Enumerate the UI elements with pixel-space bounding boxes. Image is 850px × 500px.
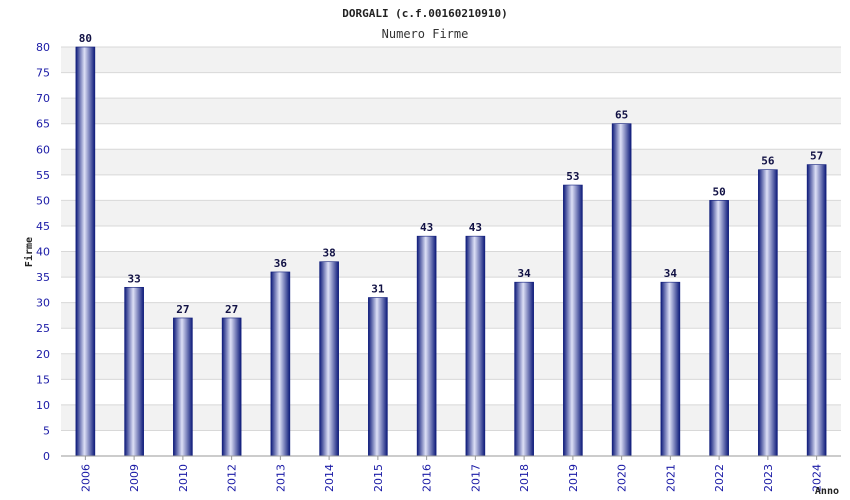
grid-band [61, 98, 841, 124]
x-tick-label-2023: 2023 [762, 464, 775, 492]
bar-2024 [806, 164, 827, 457]
bars [75, 46, 827, 457]
x-tick-label-2019: 2019 [567, 464, 580, 492]
chart-title: DORGALI (c.f.00160210910) [342, 7, 508, 20]
x-tick-label-2024: 2024 [811, 464, 824, 492]
value-label-2022: 50 [713, 185, 726, 198]
bar-2006 [75, 46, 96, 457]
value-label-2009: 33 [128, 272, 141, 285]
x-tick-label-2010: 2010 [177, 464, 190, 492]
y-tick-label: 25 [36, 322, 50, 335]
bar-2019 [563, 184, 583, 457]
y-tick-label: 80 [36, 41, 50, 54]
y-tick-label: 70 [36, 92, 50, 105]
value-label-2023: 56 [761, 155, 775, 168]
y-axis-ticks: 0 5 10 15 20 25 30 35 40 45 50 55 60 65 70 75 80 [36, 41, 50, 463]
y-axis-label: Firme [23, 237, 35, 267]
bar-2023 [758, 169, 778, 457]
x-tick-label-2013: 2013 [274, 464, 287, 492]
bar-2018 [514, 281, 534, 457]
bar-2017 [465, 235, 486, 457]
value-label-2019: 53 [566, 170, 579, 183]
value-label-2015: 31 [371, 283, 385, 296]
bar-2013 [270, 271, 291, 457]
y-tick-label: 75 [36, 67, 50, 80]
bar-2010 [173, 317, 193, 457]
x-tick-label-2015: 2015 [372, 464, 385, 492]
x-tick-label-2006: 2006 [79, 464, 92, 492]
y-tick-label: 65 [36, 118, 50, 131]
y-tick-label: 45 [36, 220, 50, 233]
x-tick-label-2020: 2020 [616, 464, 629, 492]
y-tick-label: 0 [43, 450, 50, 463]
value-label-2020: 65 [615, 109, 628, 122]
value-labels: 80 33 27 27 36 38 31 43 43 34 53 65 34 50 56 57 [79, 32, 824, 316]
bar-2009 [124, 286, 144, 457]
y-tick-label: 35 [36, 271, 50, 284]
value-label-2018: 34 [518, 267, 532, 280]
x-tick-label-2012: 2012 [226, 464, 239, 492]
y-tick-label: 60 [36, 143, 50, 156]
bar-2016 [416, 235, 437, 457]
value-label-2006: 80 [79, 32, 92, 45]
y-tick-label: 30 [36, 297, 50, 310]
value-label-2021: 34 [664, 267, 678, 280]
x-axis-ticks: 2006 2009 2010 2012 2013 2014 2015 2016 2017 2018… [79, 456, 824, 492]
y-tick-label: 55 [36, 169, 50, 182]
value-label-2016: 43 [420, 221, 433, 234]
value-label-2017: 43 [469, 221, 482, 234]
x-tick-label-2022: 2022 [713, 464, 726, 492]
x-tick-label-2021: 2021 [664, 464, 677, 492]
value-label-2013: 36 [274, 257, 288, 270]
bar-2022 [709, 200, 729, 457]
y-tick-label: 15 [36, 373, 50, 386]
y-tick-label: 40 [36, 246, 50, 259]
x-tick-label-2018: 2018 [518, 464, 531, 492]
value-label-2024: 57 [810, 150, 823, 163]
bar-2020 [611, 123, 632, 457]
y-tick-label: 5 [43, 424, 50, 437]
y-tick-label: 20 [36, 348, 50, 361]
y-tick-label: 50 [36, 194, 50, 207]
chart-subtitle: Numero Firme [382, 27, 469, 41]
y-tick-label: 10 [36, 399, 50, 412]
x-tick-label-2016: 2016 [421, 464, 434, 492]
bar-2014 [319, 261, 339, 457]
bar-2015 [368, 297, 388, 457]
value-label-2014: 38 [323, 247, 336, 260]
bar-2012 [221, 317, 242, 457]
x-tick-label-2009: 2009 [128, 464, 141, 492]
bar-2021 [660, 281, 681, 457]
value-label-2012: 27 [225, 303, 238, 316]
grid-band [61, 47, 841, 73]
x-tick-label-2014: 2014 [323, 464, 336, 492]
value-label-2010: 27 [176, 303, 189, 316]
x-tick-label-2017: 2017 [469, 464, 482, 492]
grid-band [61, 149, 841, 175]
x-axis-label: Anno [815, 486, 839, 497]
